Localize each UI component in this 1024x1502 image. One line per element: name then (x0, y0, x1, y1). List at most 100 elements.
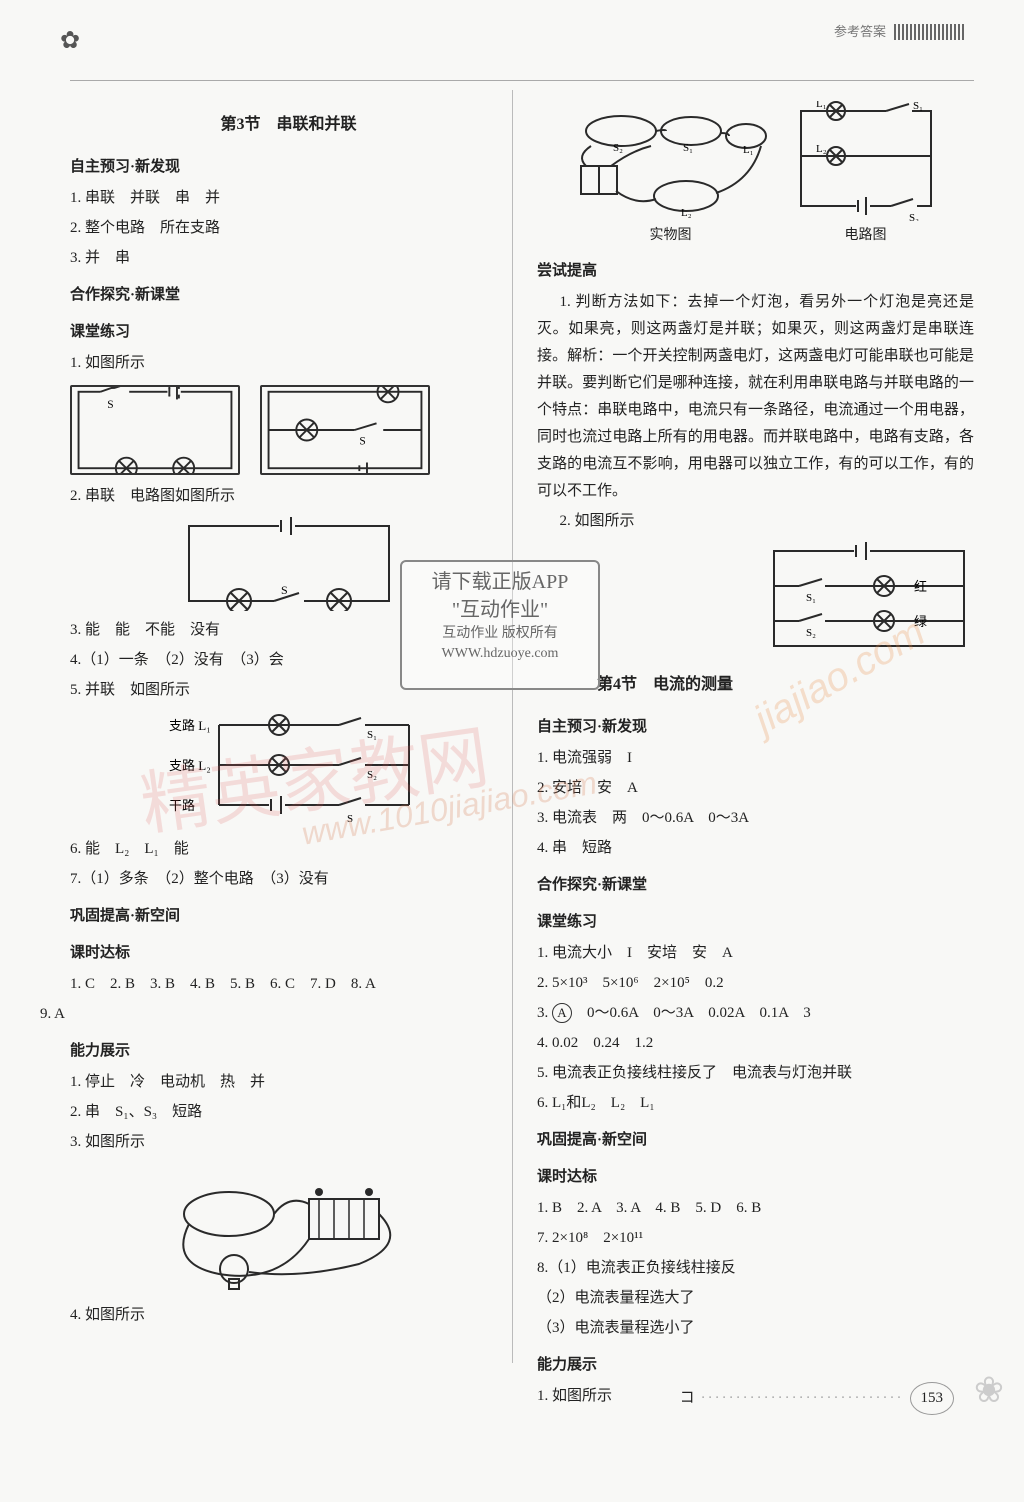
flower-icon: ❀ (974, 1358, 1004, 1423)
b1-l1: 1. 串联 并联 串 并 (70, 185, 507, 212)
s4b1-2: 2. 安培 安 A (537, 775, 974, 802)
svg-text:绿: 绿 (914, 614, 927, 629)
circuit-diagram-1b: S (260, 385, 430, 475)
page-dots: ····························· (701, 1385, 904, 1412)
fig1-label-l: 实物图 (571, 223, 771, 248)
page-root: ✿ 参考答案 第3节 串联和并联 自主预习·新发现 1. 串联 并联 串 并 2… (0, 0, 1024, 1443)
s4c5: 5. 电流表正负接线柱接反了 电流表与灯泡并联 (537, 1060, 974, 1087)
b1-l2: 2. 整个电路 所在支路 (70, 215, 507, 242)
svg-text:干路: 干路 (169, 798, 195, 813)
s4-b3-sub: 课时达标 (537, 1164, 974, 1191)
s4-b4-sub: 能力展示 (537, 1352, 974, 1379)
s4-b2-title: 合作探究·新课堂 (537, 872, 974, 899)
svg-text:L₂: L₂ (816, 143, 827, 155)
page-number: 153 (910, 1382, 955, 1415)
header-label-wrap: 参考答案 (834, 20, 964, 43)
svg-text:S: S (281, 583, 288, 597)
header-label: 参考答案 (834, 20, 886, 43)
fig-real: S₂ S₁ L₁ L₂ 实物图 (571, 101, 771, 248)
circuit-diagram-5: 支路 L₁ 支路 L₂ 干路 S₁ S₂ (149, 710, 429, 830)
svg-text:S₂: S₂ (367, 769, 377, 781)
physical-diagram-top: S₂ S₁ L₁ L₂ (571, 101, 771, 221)
svg-text:L₂: L₂ (681, 207, 692, 219)
block2-sub: 课堂练习 (70, 319, 507, 346)
q6: 6. 能 L₂ L₁ 能 (70, 836, 507, 863)
s4c4: 4. 0.02 0.24 1.2 (537, 1030, 974, 1057)
svg-text:红: 红 (914, 579, 927, 594)
try-p1: 1. 判断方法如下：去掉一个灯泡，看另外一个灯泡是亮还是灭。如果亮，则这两盏灯是… (537, 289, 974, 505)
block4-sub: 能力展示 (70, 1038, 507, 1065)
svg-text:S₁: S₁ (367, 729, 377, 741)
diagrams-q1: S (70, 385, 507, 475)
s4-b1-title: 自主预习·新发现 (537, 714, 974, 741)
copyright-stamp: 请下载正版APP "互动作业" 互动作业 版权所有 WWW.hdzuoye.co… (400, 560, 600, 690)
page-number-wrap: コ ····························· 153 (680, 1382, 954, 1415)
page-marker: コ (680, 1385, 695, 1412)
svg-text:S₁: S₁ (683, 142, 693, 154)
block3-sub: 课时达标 (70, 940, 507, 967)
section-4-title: 第4节 电流的测量 (597, 671, 974, 700)
s4a4: （2）电流表量程选大了 (537, 1285, 974, 1312)
two-columns: 第3节 串联和并联 自主预习·新发现 1. 串联 并联 串 并 2. 整个电路 … (70, 101, 974, 1413)
svg-text:S: S (359, 435, 365, 447)
barcode-decor (894, 24, 964, 40)
block2-title: 合作探究·新课堂 (70, 282, 507, 309)
try-title: 尝试提高 (537, 258, 974, 285)
s4a2: 7. 2×10⁸ 2×10¹¹ (537, 1225, 974, 1252)
e2: 2. 串 S₁、S₃ 短路 (70, 1099, 507, 1126)
left-column: 第3节 串联和并联 自主预习·新发现 1. 串联 并联 串 并 2. 整个电路 … (70, 101, 507, 1413)
column-divider (512, 90, 513, 1363)
svg-text:S₂: S₂ (909, 212, 919, 221)
circled-a: A (552, 1003, 572, 1023)
s4c2: 2. 5×10³ 5×10⁶ 2×10⁵ 0.2 (537, 970, 974, 997)
circuit-diagram-top: L₁ S₁ L₂ S₂ (791, 101, 941, 221)
svg-text:L₁: L₁ (743, 144, 754, 156)
s4b1-3: 3. 电流表 两 0～0.6A 0～3A (537, 805, 974, 832)
section-3-title: 第3节 串联和并联 (70, 111, 507, 140)
e3: 3. 如图所示 (70, 1129, 507, 1156)
stamp-l1: 请下载正版APP (408, 568, 592, 596)
b1-l3: 3. 并 串 (70, 245, 507, 272)
header-leaf-icon: ✿ (60, 20, 80, 63)
s4c3b: 0～0.6A 0～3A 0.02A 0.1A 3 (572, 1005, 811, 1021)
s4c6: 6. L₁和L₂ L₂ L₁ (537, 1090, 974, 1117)
svg-text:S₂: S₂ (806, 627, 816, 639)
q2: 2. 串联 电路图如图所示 (70, 483, 507, 510)
e1: 1. 停止 冷 电动机 热 并 (70, 1069, 507, 1096)
fig1-label-r: 电路图 (791, 223, 941, 248)
svg-text:S₁: S₁ (913, 101, 923, 112)
svg-text:支路 L₂: 支路 L₂ (169, 758, 211, 773)
circuit-diagram-1a: S (70, 385, 240, 475)
stamp-l3: 互动作业 版权所有 (408, 624, 592, 644)
svg-text:S: S (107, 399, 113, 411)
physical-diagram-3 (159, 1164, 419, 1294)
s4a3: 8.（1）电流表正负接线柱接反 (537, 1255, 974, 1282)
s4b1-1: 1. 电流强弱 I (537, 745, 974, 772)
circuit-diagram-rgb: S₁ 红 S₂ 绿 (764, 541, 974, 661)
s4-b2-sub: 课堂练习 (537, 909, 974, 936)
fig-circuit: L₁ S₁ L₂ S₂ 电 (791, 101, 941, 248)
s4-b3-title: 巩固提高·新空间 (537, 1127, 974, 1154)
q1: 1. 如图所示 (70, 350, 507, 377)
svg-text:支路 L₁: 支路 L₁ (169, 718, 211, 733)
top-rule (70, 80, 974, 81)
circuit-diagram-2: S (179, 516, 399, 611)
s4a1: 1. B 2. A 3. A 4. B 5. D 6. B (537, 1195, 974, 1222)
right-column: S₂ S₁ L₁ L₂ 实物图 (537, 101, 974, 1413)
s4c3: 3. A 0～0.6A 0～3A 0.02A 0.1A 3 (537, 1000, 974, 1027)
stamp-l2: "互动作业" (408, 596, 592, 624)
q7: 7.（1）多条 （2）整个电路 （3）没有 (70, 866, 507, 893)
e4: 4. 如图所示 (70, 1302, 507, 1329)
stamp-l4: WWW.hdzuoye.com (408, 644, 592, 664)
block1-title: 自主预习·新发现 (70, 154, 507, 181)
svg-text:L₁: L₁ (816, 101, 827, 110)
svg-text:S₂: S₂ (613, 142, 623, 154)
svg-text:S₁: S₁ (806, 592, 816, 604)
s4a5: （3）电流表量程选小了 (537, 1315, 974, 1342)
ans1: 1. C 2. B 3. B 4. B 5. B 6. C 7. D 8. A (70, 971, 507, 998)
s4b1-4: 4. 串 短路 (537, 835, 974, 862)
s4c1: 1. 电流大小 I 安培 安 A (537, 940, 974, 967)
try-p2: 2. 如图所示 (537, 508, 974, 535)
block3-title: 巩固提高·新空间 (70, 903, 507, 930)
svg-text:S: S (347, 813, 353, 825)
